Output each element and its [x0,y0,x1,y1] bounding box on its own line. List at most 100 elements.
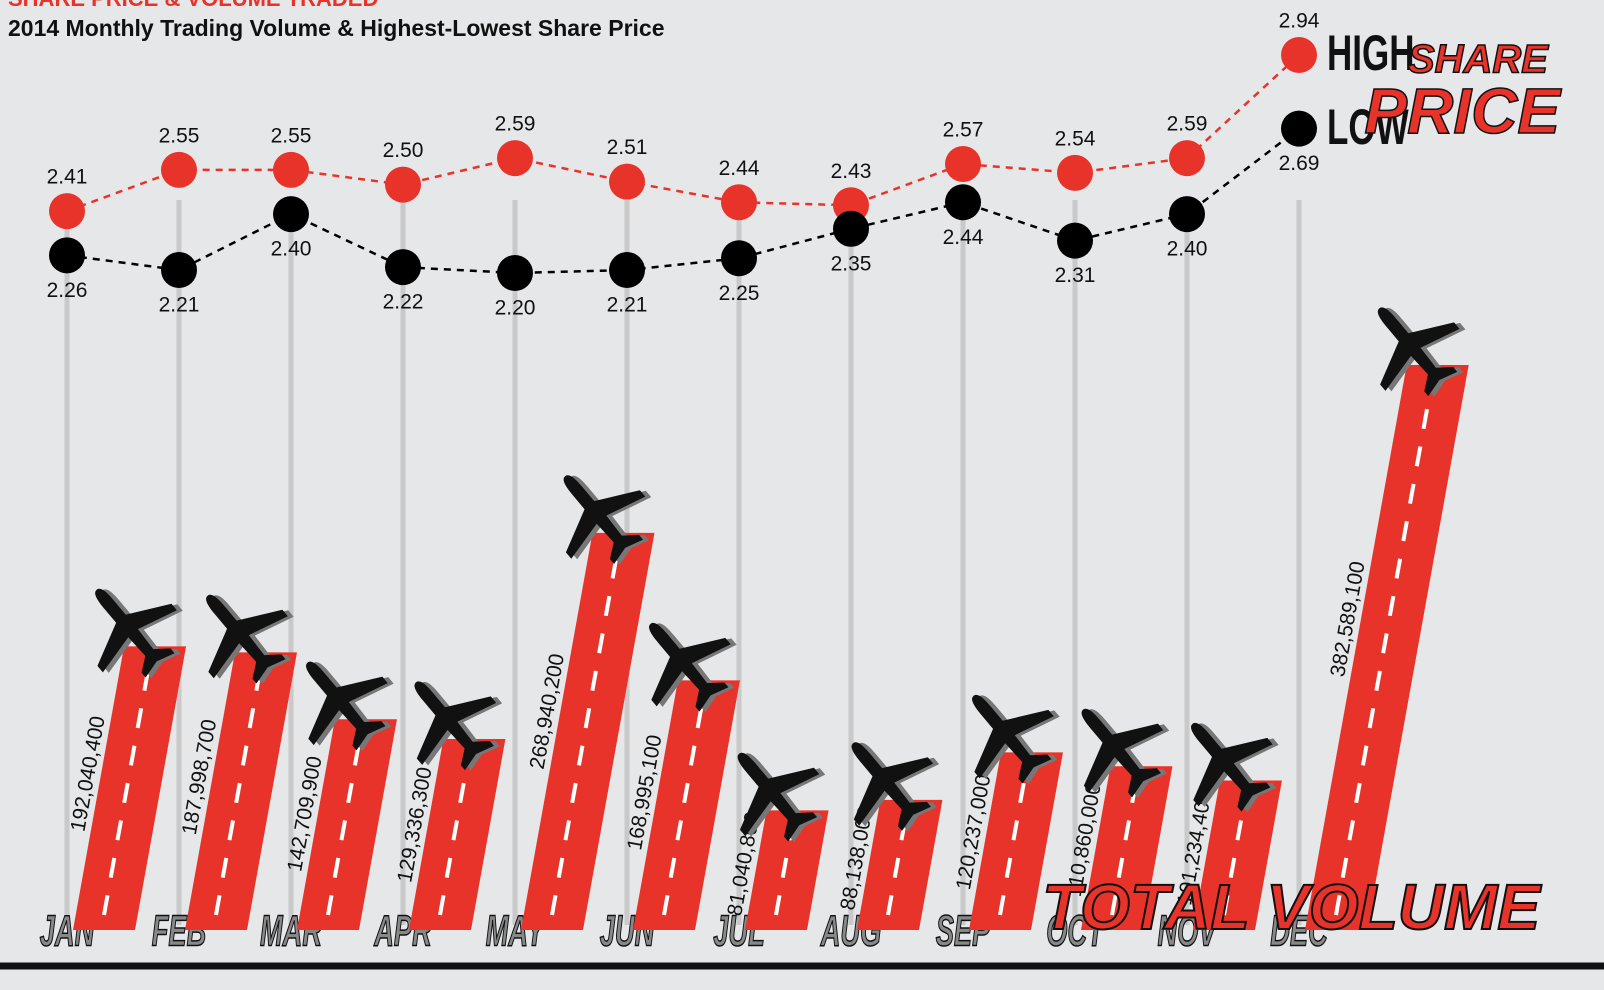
price-point [497,140,533,177]
runway-dash [326,728,364,916]
plane [95,588,177,678]
plane-icon [972,694,1060,785]
price-label: 2.20 [495,297,536,320]
price-label: 2.22 [383,291,424,314]
volume-bar [185,652,297,930]
price-point [1057,154,1093,191]
price-label: 2.51 [607,136,648,159]
volume-bar [745,810,829,930]
price-label: 2.50 [383,139,424,162]
volume-bar [633,680,740,930]
price-label: 2.44 [719,157,760,180]
runway-dash [438,748,472,916]
price-point [1281,37,1317,73]
price-label: 2.43 [831,160,872,183]
x-tick-label: MAY [486,906,547,955]
price-point [385,166,421,203]
price-point [1281,110,1317,147]
x-tick-label: FEB [152,906,207,955]
plane [563,475,646,564]
price-point [721,184,757,221]
price-label: 2.31 [1055,264,1096,287]
plane-icon [95,588,183,679]
volume-bar [73,646,187,930]
runway-dash [550,542,621,916]
plot: JAN FEB MAR APR MAY JUN JUL AUG SEP OCT NOV DEC192,… [39,10,1563,956]
plane [1377,307,1460,397]
price-label: 2.40 [271,238,312,261]
plane [1191,722,1273,812]
annotation: SHARE [1408,38,1549,82]
price-label: 2.21 [159,294,200,317]
chart-subtitle: 2014 Monthly Trading Volume & Highest-Lo… [8,15,665,41]
legend-label: TOTAL VOLUME [1042,871,1542,943]
price-point [161,151,197,188]
price-point [945,146,981,182]
legend-label: LOW [1327,100,1409,156]
price-label: 2.94 [1279,10,1320,33]
price-label: 2.26 [47,279,88,302]
volume-bar [521,532,655,930]
plane-icon [1377,307,1466,397]
runway-dash [102,656,153,916]
volume-bar [1081,766,1173,930]
annotation: PRICE [1364,75,1562,147]
price-label: 2.55 [271,124,312,147]
plane-icon [1081,708,1170,798]
price-point [497,255,533,291]
plane [306,661,388,751]
plane [649,622,731,712]
volume-bar [297,719,397,930]
plane [737,752,820,842]
price-point [1169,196,1205,233]
price-point [1169,140,1205,177]
plane-icon [851,742,940,832]
runway-dash [662,690,707,916]
plane-icon [206,594,294,685]
runway-dash [214,662,264,916]
volume-bar [409,738,506,930]
price-point [609,163,645,200]
volume-bar [1193,780,1282,930]
plane [851,742,934,831]
price-label: 2.59 [495,113,536,136]
price-point [721,240,757,277]
price-label: 2.40 [1167,238,1208,261]
price-point [833,210,869,247]
volume-bar [969,752,1063,930]
price-label: 2.44 [943,226,984,249]
x-tick-label: APR [373,906,432,955]
price-label: 2.55 [159,124,200,147]
price-point [609,252,645,289]
price-label: 2.69 [1279,152,1320,175]
price-point [273,196,309,233]
plane [1081,708,1164,798]
price-label: 2.25 [719,282,760,305]
legend-label: HIGH [1327,26,1414,82]
price-point [49,237,85,274]
plane [206,594,288,684]
plane-icon [737,752,826,842]
price-point [945,184,981,221]
chart-title: SHARE PRICE & VOLUME TRADED [8,0,378,11]
price-point [1057,222,1093,259]
price-point [273,151,309,188]
price-label: 2.21 [607,294,648,317]
runway-dash [1334,374,1436,916]
plane-icon [414,681,503,771]
volume-bar [857,799,943,930]
price-point [385,249,421,286]
price-point [161,252,197,289]
runway-dash [1110,775,1139,916]
price-label: 2.59 [1167,113,1208,136]
plane-icon [1191,722,1279,813]
price-point [49,193,85,230]
runway-dash [998,762,1030,916]
price-line [66,127,1300,275]
plane [972,694,1054,784]
price-line [66,54,1300,213]
plane-icon [649,622,737,713]
plane-icon [306,661,394,751]
plane-icon [563,475,652,565]
